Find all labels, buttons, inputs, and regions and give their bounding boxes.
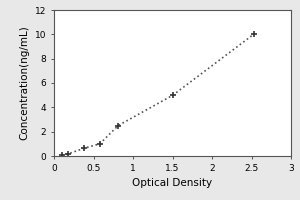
Y-axis label: Concentration(ng/mL): Concentration(ng/mL) [19,26,29,140]
X-axis label: Optical Density: Optical Density [132,178,213,188]
